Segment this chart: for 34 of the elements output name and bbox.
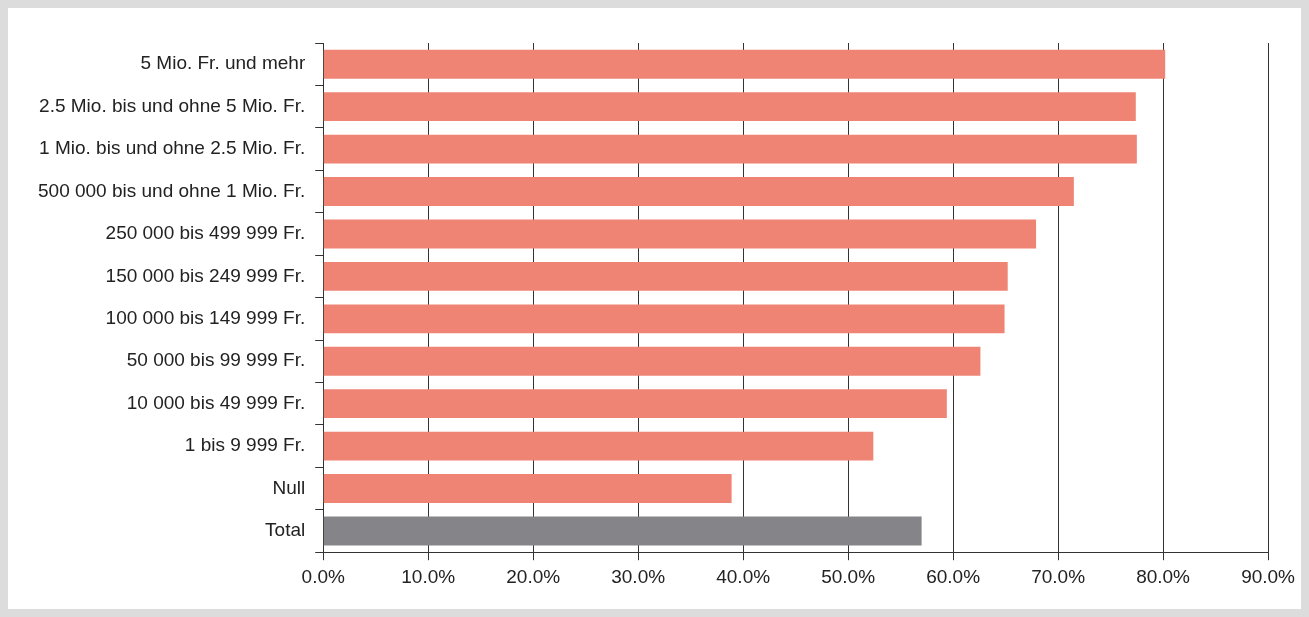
x-tick-label: 60.0% (926, 565, 981, 587)
bar (323, 389, 947, 419)
x-tick-label: 90.0% (1241, 565, 1296, 587)
bar (323, 516, 922, 546)
bar (323, 346, 981, 376)
bar (323, 431, 874, 461)
bar (323, 49, 1166, 79)
y-tick-label: 250 000 bis 499 999 Fr. (105, 222, 306, 244)
y-tick-label: 5 Mio. Fr. und mehr (140, 52, 306, 74)
x-tick-label: 10.0% (401, 565, 456, 587)
y-tick-label: Total (265, 519, 306, 541)
bar (323, 92, 1136, 122)
bar (323, 261, 1008, 291)
y-tick-label: 100 000 bis 149 999 Fr. (105, 307, 306, 329)
bar (323, 474, 732, 503)
y-tick-label: 10 000 bis 49 999 Fr. (126, 391, 306, 413)
y-tick-label: 1 Mio. bis und ohne 2.5 Mio. Fr. (39, 137, 306, 159)
bar (323, 134, 1137, 164)
y-tick-label: 50 000 bis 99 999 Fr. (126, 349, 306, 371)
y-tick-label: 2.5 Mio. bis und ohne 5 Mio. Fr. (39, 94, 306, 116)
x-tick-label: 70.0% (1031, 565, 1086, 587)
y-tick-label: 500 000 bis und ohne 1 Mio. Fr. (38, 179, 306, 201)
bar (323, 177, 1074, 206)
y-tick-label: Null (272, 476, 306, 498)
x-tick-label: 50.0% (821, 565, 876, 587)
y-tick-label: 150 000 bis 249 999 Fr. (105, 264, 306, 286)
bar (323, 219, 1037, 249)
x-tick-label: 80.0% (1136, 565, 1191, 587)
x-tick-label: 20.0% (506, 565, 561, 587)
x-tick-label: 30.0% (611, 565, 666, 587)
y-tick-label: 1 bis 9 999 Fr. (184, 434, 306, 456)
x-tick-label: 40.0% (716, 565, 771, 587)
x-tick-label: 0.0% (301, 565, 345, 587)
bar (323, 304, 1005, 334)
